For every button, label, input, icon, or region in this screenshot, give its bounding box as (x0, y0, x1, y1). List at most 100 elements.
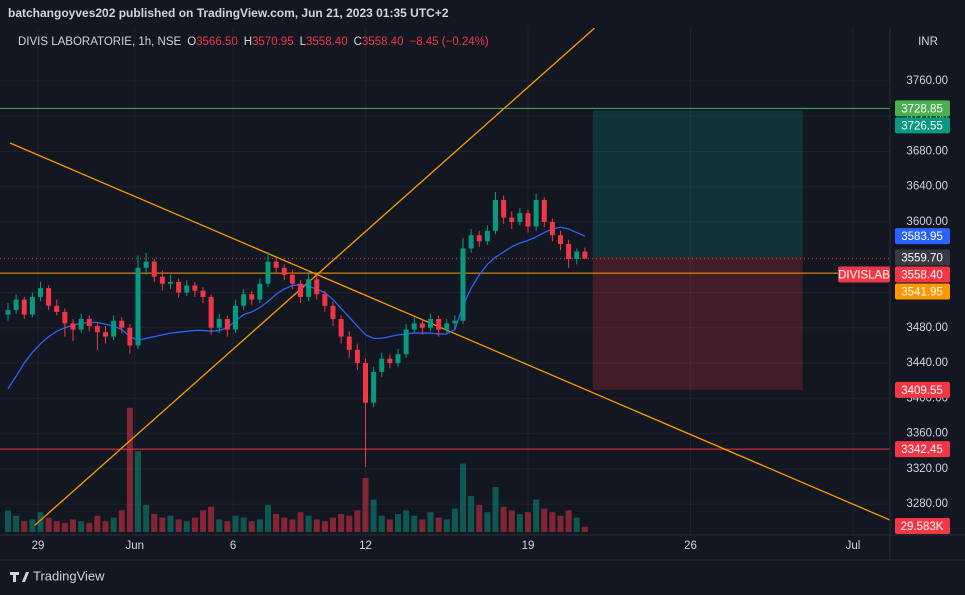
volume-bar (533, 499, 540, 532)
trendline (34, 28, 596, 526)
y-tick-label: 3600.00 (906, 216, 948, 228)
price-label-bg (895, 441, 950, 458)
currency: INR (918, 36, 938, 48)
candle-body (493, 199, 499, 231)
legend: DIVIS LABORATORIE, 1h, NSE O3566.50 H3570.… (18, 36, 489, 48)
price-label-bg (895, 117, 950, 134)
price-label-bg (895, 249, 950, 266)
x-tick-label: Jul (846, 540, 861, 552)
candle-body (103, 332, 109, 337)
candle-body (460, 248, 466, 321)
volume-bar (395, 514, 402, 532)
volume-bar (208, 506, 215, 532)
legend-item: 3558.40 (306, 36, 348, 48)
legend-item: H (244, 36, 252, 48)
volume-bar (216, 519, 223, 532)
candle-body (411, 323, 417, 330)
candle-body (127, 327, 133, 346)
volume-bar (313, 519, 320, 532)
logo-icon (10, 572, 29, 582)
candle-body (70, 323, 76, 330)
candle-body (379, 358, 385, 372)
candle-body (62, 311, 68, 324)
volume-bar (500, 506, 507, 532)
volume-bar (126, 407, 133, 532)
volume-bar (45, 517, 52, 532)
volume-bar (248, 521, 255, 532)
y-tick-label: 3360.00 (906, 428, 948, 440)
candle-body (509, 217, 515, 222)
candle-body (566, 244, 572, 260)
volume-bar (232, 515, 239, 532)
candle-body (184, 285, 190, 293)
volume-bar (289, 519, 296, 532)
x-tick-label: 29 (32, 540, 45, 552)
candle-body (265, 261, 271, 284)
x-tick-label: 19 (522, 540, 535, 552)
x-tick-label: 6 (230, 540, 236, 552)
candle-body (574, 251, 580, 260)
candle-body (54, 305, 60, 312)
volume-bar (468, 496, 475, 532)
volume-bar (13, 515, 20, 532)
volume-bar (256, 519, 263, 532)
y-tick-label: 3320.00 (906, 463, 948, 475)
price-label-bg (895, 266, 950, 283)
candle-body (517, 213, 523, 222)
plot (0, 28, 890, 535)
candle-body (143, 261, 149, 268)
volume-bar (338, 514, 345, 532)
volume-bar (297, 512, 304, 532)
volume-bar (516, 514, 523, 532)
brand: TradingView (33, 568, 105, 583)
moving-average (7, 226, 586, 389)
price-label: 3342.45 (901, 444, 943, 456)
candle-body (428, 318, 434, 328)
volume-bar (143, 505, 150, 532)
candle-body (582, 251, 588, 259)
volume-bar (346, 515, 353, 532)
volume-bar (492, 487, 499, 532)
volume-bar (460, 463, 467, 532)
candle-body (558, 235, 564, 245)
volume-bar (541, 508, 548, 532)
candle-body (78, 318, 84, 330)
y-tick-label: 3760.00 (906, 75, 948, 87)
y-tick-label: 3680.00 (906, 145, 948, 157)
volume-bar (362, 478, 369, 532)
price-label: 3541.95 (901, 287, 943, 299)
symbol-tag: DIVISLAB (838, 270, 890, 282)
candle-body (395, 354, 401, 364)
volume-bar (476, 505, 483, 532)
legend-item: DIVIS LABORATORIE, 1h, NSE (18, 36, 182, 48)
candle-body (371, 371, 377, 403)
candle-body (436, 318, 442, 330)
volume-bar (378, 515, 385, 532)
volume-bar (386, 519, 393, 532)
candle-body (21, 299, 27, 315)
volume-bar (61, 523, 68, 532)
volume-bar (86, 523, 93, 532)
candle-body (281, 267, 287, 275)
volume-label: 29.583K (901, 521, 944, 533)
legend-item: C (354, 36, 362, 48)
volume-bar (508, 510, 515, 532)
candle-body (541, 199, 547, 222)
volume-bar (281, 517, 288, 532)
volume-bar (37, 512, 44, 532)
candle-body (224, 318, 230, 330)
candle-body (135, 267, 141, 346)
volume-bar (573, 517, 580, 532)
header: batchangoyves202 published on TradingVie… (8, 6, 449, 20)
candle-body (330, 305, 336, 319)
price-label: 3583.95 (901, 231, 943, 243)
volume-bar (273, 514, 280, 532)
volume-bar (525, 512, 532, 532)
candle-body (298, 283, 304, 297)
x-tick-label: 12 (359, 540, 372, 552)
volume-bar (118, 510, 125, 532)
candle-body (338, 318, 344, 337)
